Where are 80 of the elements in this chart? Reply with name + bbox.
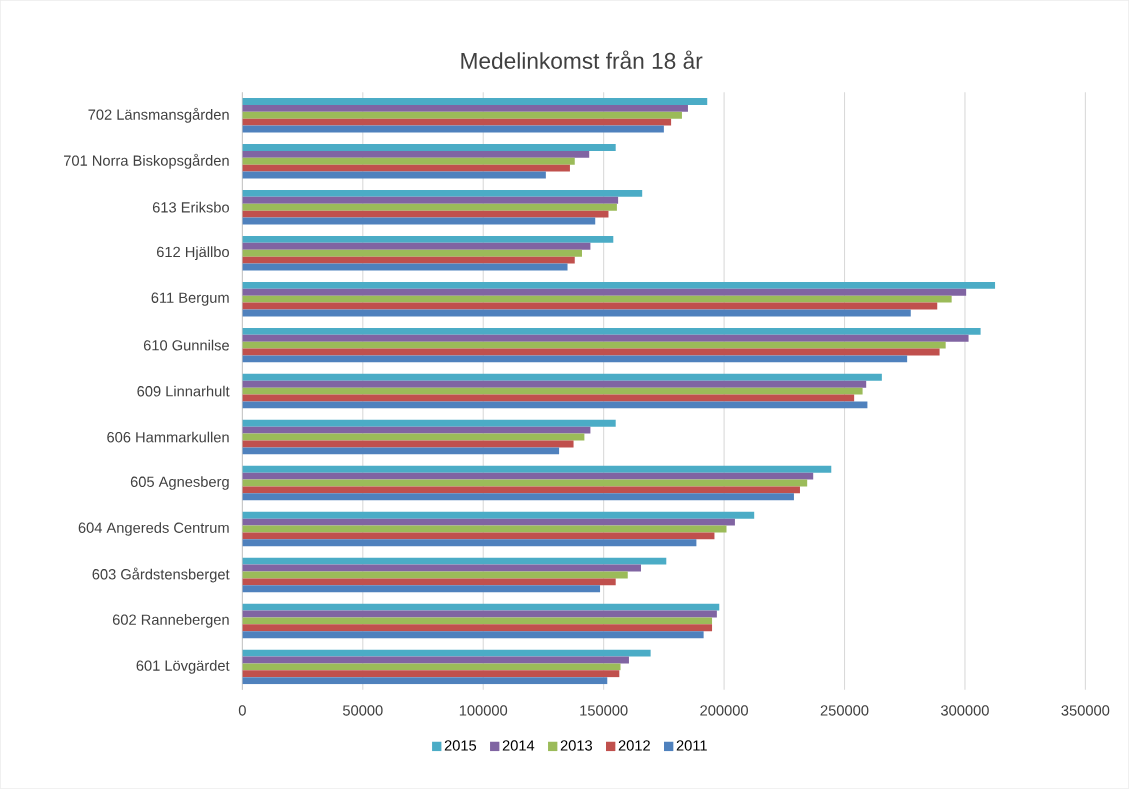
- bar: [242, 387, 863, 395]
- bar: [242, 196, 619, 204]
- bar: [242, 118, 672, 126]
- bar: [242, 564, 641, 572]
- bar: [242, 631, 704, 639]
- bar: [242, 677, 608, 685]
- bar: [242, 309, 911, 317]
- bar: [242, 190, 643, 197]
- x-tick-label: 350000: [1061, 705, 1110, 716]
- x-tick-label: 100000: [459, 705, 508, 716]
- bar: [242, 281, 996, 289]
- y-tick-label: 605 Agnesberg: [130, 476, 229, 490]
- y-tick-label: 602 Rannebergen: [112, 614, 229, 628]
- bar: [242, 578, 616, 586]
- x-tick-label: 0: [238, 705, 246, 716]
- bar: [242, 419, 616, 427]
- bar: [242, 603, 720, 611]
- bar: [242, 295, 952, 303]
- bar: [242, 663, 621, 671]
- x-tick-label: 300000: [941, 705, 989, 716]
- bar: [242, 144, 616, 151]
- y-tick-label: 701 Norra Biskopsgården: [64, 153, 229, 169]
- x-tick-label: 200000: [700, 705, 748, 716]
- bar: [242, 249, 582, 257]
- bar: [242, 447, 560, 455]
- y-tick-label: 612 Hjällbo: [157, 246, 229, 261]
- bar: [242, 164, 570, 172]
- bar: [242, 493, 794, 501]
- y-tick-label: 702 Länsmansgården: [88, 107, 229, 123]
- legend-label: 2013: [560, 740, 593, 751]
- bar: [242, 98, 708, 106]
- bar: [242, 426, 591, 434]
- bar: [242, 472, 814, 480]
- x-tick-label: 250000: [820, 705, 869, 716]
- chart-title: Medelinkomst från 18 år: [461, 50, 703, 69]
- y-tick-label: 603 Gårdstensberget: [92, 567, 230, 583]
- bar: [242, 210, 609, 218]
- x-tick-label: 150000: [580, 705, 628, 716]
- bar: [242, 111, 682, 119]
- bar: [242, 288, 967, 296]
- bar: [242, 150, 590, 158]
- bar: [242, 355, 908, 363]
- legend-label: 2012: [618, 740, 650, 751]
- bar: [242, 341, 946, 349]
- bar: [242, 105, 688, 112]
- bar: [242, 334, 969, 342]
- bar: [242, 242, 591, 250]
- y-tick-label: 606 Hammarkullen: [107, 431, 229, 443]
- y-tick-label: 611 Bergum: [151, 292, 229, 306]
- bar: [242, 511, 755, 519]
- y-tick-label: 601 Lövgärdet: [136, 660, 230, 674]
- bar: [242, 465, 832, 473]
- y-tick-label: 609 Linnarhult: [137, 385, 230, 397]
- y-tick-label: 610 Gunnilse: [143, 339, 229, 351]
- bar: [242, 203, 617, 211]
- bar: [242, 518, 735, 526]
- y-tick-label: 613 Eriksbo: [152, 201, 229, 213]
- legend-label: 2011: [676, 740, 707, 751]
- bar: [242, 617, 713, 625]
- bar: [242, 670, 620, 678]
- bar: [242, 585, 601, 593]
- y-tick-label: 604 Angereds Centrum: [78, 522, 229, 536]
- bar: [242, 157, 575, 165]
- bar: [242, 649, 651, 657]
- bar: [242, 539, 697, 547]
- bar: [242, 440, 574, 448]
- bar: [242, 327, 981, 335]
- legend-label: 2014: [502, 740, 535, 751]
- bar: [242, 624, 713, 632]
- bar: [242, 236, 614, 243]
- bar: [242, 373, 882, 381]
- bar: [242, 256, 575, 264]
- bar: [242, 380, 867, 388]
- bar: [242, 557, 667, 565]
- bar: [242, 486, 800, 494]
- bar: [242, 532, 715, 540]
- bar: [242, 125, 664, 133]
- legend-label: 2015: [444, 740, 477, 751]
- bar: [242, 401, 868, 409]
- x-tick-label: 50000: [342, 705, 383, 716]
